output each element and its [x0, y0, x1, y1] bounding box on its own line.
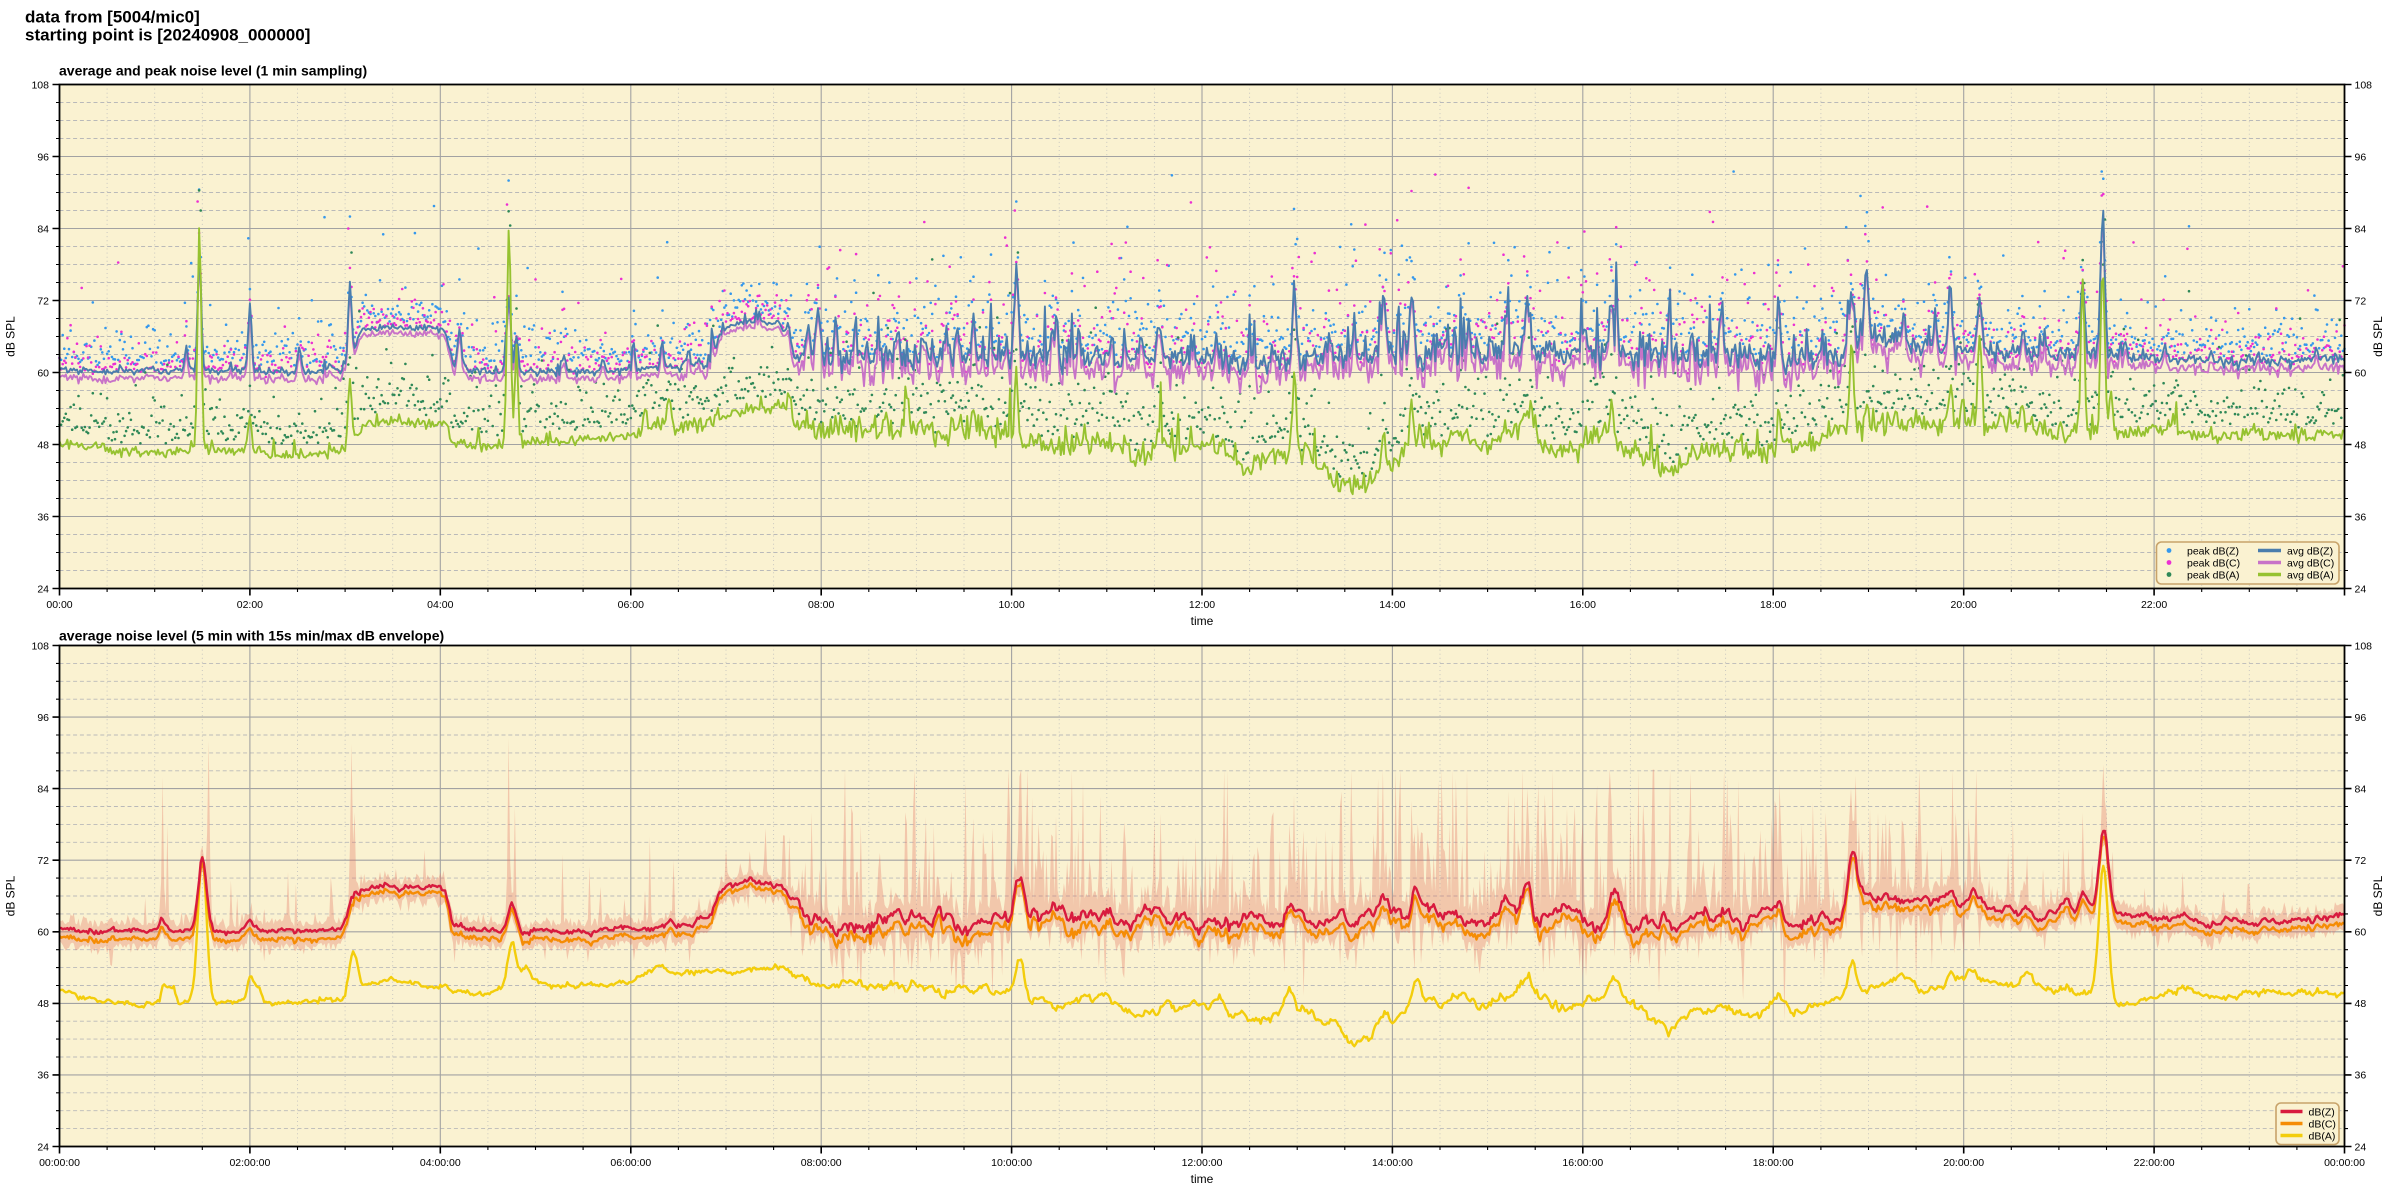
svg-text:36: 36	[37, 1070, 49, 1082]
svg-text:108: 108	[31, 79, 49, 91]
svg-text:10:00:00: 10:00:00	[991, 1157, 1032, 1169]
svg-text:time: time	[1191, 614, 1214, 628]
svg-text:60: 60	[37, 367, 49, 379]
svg-text:24: 24	[37, 1141, 49, 1153]
svg-text:dB SPL: dB SPL	[2371, 316, 2385, 357]
svg-text:60: 60	[2355, 927, 2367, 939]
svg-text:96: 96	[37, 712, 49, 724]
svg-text:20:00: 20:00	[1951, 599, 1977, 611]
svg-text:108: 108	[2355, 640, 2373, 652]
svg-text:dB(Z): dB(Z)	[2309, 1106, 2335, 1118]
svg-text:10:00: 10:00	[998, 599, 1024, 611]
svg-text:18:00: 18:00	[1760, 599, 1786, 611]
svg-text:84: 84	[2355, 223, 2367, 235]
svg-text:02:00: 02:00	[237, 599, 263, 611]
svg-text:dB SPL: dB SPL	[4, 316, 18, 357]
svg-text:12:00: 12:00	[1189, 599, 1215, 611]
svg-text:00:00:00: 00:00:00	[39, 1157, 80, 1169]
svg-text:peak dB(C): peak dB(C)	[2187, 557, 2240, 569]
svg-text:96: 96	[37, 151, 49, 163]
svg-text:dB SPL: dB SPL	[2371, 875, 2385, 916]
svg-text:84: 84	[37, 783, 49, 795]
svg-text:36: 36	[2355, 1070, 2367, 1082]
svg-text:96: 96	[2355, 151, 2367, 163]
svg-text:18:00:00: 18:00:00	[1753, 1157, 1794, 1169]
svg-text:avg dB(Z): avg dB(Z)	[2287, 545, 2333, 557]
svg-text:dB SPL: dB SPL	[4, 875, 18, 916]
svg-text:avg dB(A): avg dB(A)	[2287, 569, 2334, 581]
svg-text:avg dB(C): avg dB(C)	[2287, 557, 2334, 569]
svg-text:22:00: 22:00	[2141, 599, 2167, 611]
svg-text:peak dB(Z): peak dB(Z)	[2187, 545, 2239, 557]
svg-text:time: time	[1191, 1172, 1214, 1186]
svg-text:data from [5004/mic0]: data from [5004/mic0]	[25, 8, 200, 27]
svg-text:72: 72	[37, 855, 49, 867]
svg-text:16:00:00: 16:00:00	[1562, 1157, 1603, 1169]
svg-text:24: 24	[2355, 583, 2367, 595]
svg-text:02:00:00: 02:00:00	[229, 1157, 270, 1169]
svg-text:dB(C): dB(C)	[2309, 1118, 2336, 1130]
svg-text:48: 48	[37, 998, 49, 1010]
svg-text:72: 72	[37, 295, 49, 307]
svg-text:06:00: 06:00	[618, 599, 644, 611]
svg-text:14:00:00: 14:00:00	[1372, 1157, 1413, 1169]
svg-text:36: 36	[2355, 511, 2367, 523]
svg-text:16:00: 16:00	[1570, 599, 1596, 611]
svg-text:average noise level (5 min wit: average noise level (5 min with 15s min/…	[59, 628, 444, 644]
svg-text:06:00:00: 06:00:00	[610, 1157, 651, 1169]
svg-text:dB(A): dB(A)	[2309, 1130, 2336, 1142]
svg-text:22:00:00: 22:00:00	[2134, 1157, 2175, 1169]
svg-text:04:00:00: 04:00:00	[420, 1157, 461, 1169]
svg-text:00:00: 00:00	[46, 599, 72, 611]
svg-text:04:00: 04:00	[427, 599, 453, 611]
svg-text:84: 84	[2355, 783, 2367, 795]
svg-text:48: 48	[2355, 439, 2367, 451]
svg-text:08:00: 08:00	[808, 599, 834, 611]
svg-text:08:00:00: 08:00:00	[801, 1157, 842, 1169]
svg-text:60: 60	[2355, 367, 2367, 379]
svg-text:24: 24	[37, 583, 49, 595]
svg-text:12:00:00: 12:00:00	[1182, 1157, 1223, 1169]
svg-text:00:00:00: 00:00:00	[2324, 1157, 2365, 1169]
svg-text:84: 84	[37, 223, 49, 235]
svg-text:48: 48	[2355, 998, 2367, 1010]
svg-text:peak dB(A): peak dB(A)	[2187, 569, 2240, 581]
svg-text:14:00: 14:00	[1379, 599, 1405, 611]
svg-text:96: 96	[2355, 712, 2367, 724]
svg-text:108: 108	[31, 640, 49, 652]
svg-text:20:00:00: 20:00:00	[1943, 1157, 1984, 1169]
svg-text:36: 36	[37, 511, 49, 523]
svg-text:108: 108	[2355, 79, 2373, 91]
svg-text:72: 72	[2355, 855, 2367, 867]
svg-text:starting point is [20240908_00: starting point is [20240908_000000]	[25, 26, 310, 45]
svg-text:48: 48	[37, 439, 49, 451]
svg-text:average and peak noise level (: average and peak noise level (1 min samp…	[59, 63, 367, 79]
svg-text:24: 24	[2355, 1141, 2367, 1153]
svg-text:60: 60	[37, 927, 49, 939]
svg-text:72: 72	[2355, 295, 2367, 307]
